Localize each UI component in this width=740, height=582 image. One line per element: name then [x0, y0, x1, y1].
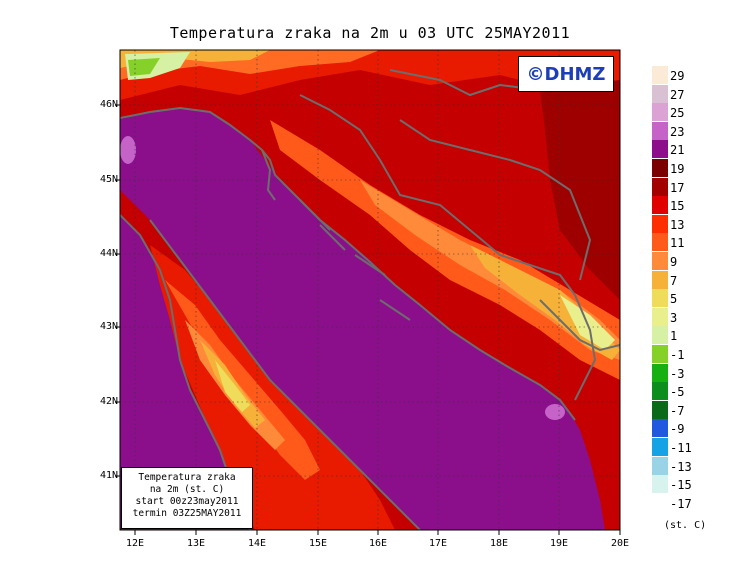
lon-label: 20E: [610, 538, 630, 549]
legend-swatch: [652, 252, 668, 270]
legend-swatch: [652, 177, 668, 196]
lat-label: 42N: [99, 396, 118, 407]
adriatic-sea: [120, 108, 605, 530]
lon-label: 17E: [428, 538, 448, 549]
legend-label: 13: [670, 217, 685, 232]
legend-label: -13: [670, 459, 692, 474]
legend-label: 11: [670, 236, 685, 251]
legend-unit: (st. C): [664, 520, 707, 531]
lon-label: 12E: [125, 538, 145, 549]
lat-label: 46N: [99, 99, 118, 110]
legend-label: -3: [670, 366, 685, 381]
lat-label: 44N: [99, 248, 118, 259]
legend-label: 7: [670, 273, 678, 288]
legend-swatch: [652, 400, 668, 419]
lat-label: 45N: [99, 174, 118, 185]
info-line-4: termin 03Z25MAY2011: [132, 508, 242, 519]
legend-label: -7: [670, 403, 685, 418]
legend-swatch: [652, 214, 668, 233]
legend-swatch: [652, 326, 668, 345]
map-frame: [119, 49, 621, 531]
legend-label: 23: [670, 124, 685, 139]
legend-swatch: [652, 121, 668, 140]
legend-swatch: [652, 289, 668, 308]
info-box: Temperatura zraka na 2m (st. C) start 00…: [121, 467, 253, 529]
legend-swatch: [652, 363, 668, 382]
legend-swatch: [652, 66, 668, 84]
legend-label: 21: [670, 143, 685, 158]
legend-label: 5: [670, 292, 678, 307]
legend-swatch: [652, 345, 668, 363]
legend-swatch: [652, 382, 668, 401]
lon-label: 13E: [186, 538, 206, 549]
info-line-1: Temperatura zraka: [138, 472, 236, 483]
legend-swatch: [652, 84, 668, 103]
grid-lines: [120, 50, 620, 530]
legend-label: -15: [670, 478, 692, 493]
legend-swatch: [652, 438, 668, 456]
legend-label: -9: [670, 422, 685, 437]
dhmz-logo: ©DHMZ: [518, 56, 614, 92]
legend-swatch: [652, 103, 668, 122]
tyrrhenian-sea: [120, 215, 250, 530]
lon-label: 14E: [247, 538, 267, 549]
legend-swatch: [652, 307, 668, 326]
lon-label: 19E: [549, 538, 569, 549]
lon-label: 18E: [489, 538, 509, 549]
legend-swatch: [652, 196, 668, 215]
legend-swatch: [652, 159, 668, 177]
legend-label: -5: [670, 385, 685, 400]
legend-label: 25: [670, 106, 685, 121]
lon-label: 16E: [368, 538, 388, 549]
legend-label: 9: [670, 255, 678, 269]
legend-label: -17: [670, 496, 692, 511]
info-line-3: start 00z23may2011: [135, 496, 239, 507]
axis-ticks: [115, 104, 621, 535]
info-line-2: na 2m (st. C): [149, 484, 225, 495]
legend-label: 15: [670, 199, 685, 214]
legend-label: 3: [670, 310, 678, 325]
lat-label: 43N: [99, 321, 118, 332]
legend-label: 1: [670, 329, 678, 344]
legend-label: -11: [670, 441, 692, 455]
legend-label: 17: [670, 180, 685, 195]
lat-label: 41N: [99, 470, 118, 481]
legend-label: 19: [670, 162, 685, 176]
legend-swatch: [652, 270, 668, 289]
legend-swatch: [652, 140, 668, 159]
legend-swatch: [652, 233, 668, 252]
legend-label: -1: [670, 348, 685, 362]
legend-label: 27: [670, 87, 685, 102]
legend-swatch: [652, 419, 668, 438]
legend-swatch: [652, 475, 668, 494]
map-title: Temperatura zraka na 2m u 03 UTC 25MAY20…: [169, 24, 571, 42]
legend-label: 29: [670, 69, 685, 83]
legend-swatch: [652, 456, 668, 475]
lon-label: 15E: [308, 538, 328, 549]
